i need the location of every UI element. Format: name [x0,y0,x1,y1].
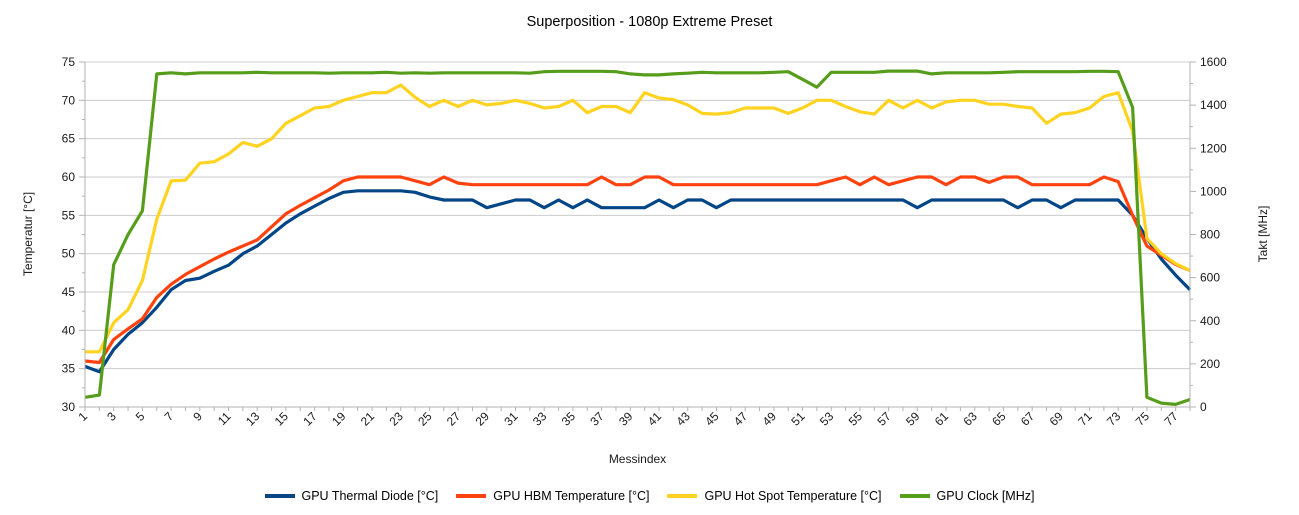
x-tick-label: 31 [501,409,521,429]
legend-label: GPU Thermal Diode [°C] [301,489,439,503]
x-tick-label: 21 [358,409,378,429]
x-tick-label: 73 [1104,409,1124,429]
x-tick-label: 23 [386,409,406,429]
y-right-tick-label: 800 [1200,228,1220,242]
x-tick-label: 5 [133,409,148,424]
legend-item: GPU Thermal Diode [°C] [264,489,439,503]
y-left-tick-label: 70 [62,93,76,107]
y-left-tick-label: 45 [62,285,76,299]
y-left-tick-label: 60 [62,170,76,184]
x-tick-label: 59 [903,409,923,429]
chart-title: Superposition - 1080p Extreme Preset [526,14,773,30]
x-tick-label: 53 [817,409,837,429]
x-tick-label: 29 [473,409,493,429]
x-tick-label: 65 [989,409,1009,429]
x-tick-label: 19 [329,409,349,429]
series-line [84,189,1192,374]
x-tick-label: 77 [1161,409,1181,429]
x-tick-label: 49 [760,409,780,429]
y-right-tick-label: 200 [1200,357,1220,371]
y-right-tick-label: 1400 [1200,98,1227,112]
y-left-tick-label: 65 [62,132,76,146]
x-tick-label: 11 [215,409,234,428]
x-tick-label: 1 [75,409,90,424]
x-tick-label: 25 [415,409,435,429]
x-tick-label: 15 [272,409,292,429]
y-left-tick-label: 30 [62,400,76,414]
x-tick-label: 39 [616,409,636,429]
x-tick-label: 9 [190,409,205,424]
legend-item: GPU Hot Spot Temperature [°C] [667,489,882,503]
x-tick-label: 3 [104,409,119,424]
x-tick-label: 55 [846,409,866,429]
legend-swatch [264,494,295,498]
x-tick-label: 69 [1047,409,1067,429]
legend-swatch [899,494,930,498]
y-left-tick-label: 50 [62,247,76,261]
x-tick-label: 75 [1133,409,1153,429]
y-left-tick-label: 55 [62,208,76,222]
legend-swatch [667,494,698,498]
x-tick-label: 7 [162,409,177,424]
x-tick-label: 35 [559,409,579,429]
x-tick-label: 33 [530,409,550,429]
x-tick-label: 61 [932,409,952,429]
x-axis-title: Messindex [608,452,667,466]
y-left-tick-label: 75 [62,55,76,69]
series-line [85,83,1191,354]
y-left-tick-label: 35 [62,362,76,376]
y-right-tick-label: 1600 [1200,55,1227,69]
x-tick-label: 45 [702,409,722,429]
x-tick-label: 13 [243,409,263,429]
legend-label: GPU Clock [MHz] [936,489,1035,503]
legend-item: GPU Clock [MHz] [899,489,1035,503]
legend-swatch [456,494,487,498]
legend-item: GPU HBM Temperature [°C] [456,489,649,503]
x-tick-label: 17 [300,409,320,429]
legend-label: GPU HBM Temperature [°C] [493,489,650,503]
x-tick-label: 47 [731,409,751,429]
y-right-tick-label: 1000 [1200,184,1227,198]
x-tick-label: 63 [961,409,981,429]
x-tick-label: 41 [645,409,665,429]
y-right-tick-label: 600 [1200,271,1220,285]
x-tick-label: 27 [444,409,464,429]
x-tick-label: 67 [1018,409,1038,429]
legend: GPU Thermal Diode [°C] GPU HBM Temperatur… [0,489,1299,503]
x-tick-label: 37 [587,409,607,429]
y-right-tick-label: 1200 [1200,141,1227,155]
y-right-tick-label: 400 [1200,314,1220,328]
x-tick-label: 51 [788,409,808,429]
series-line [84,69,1191,406]
series-line [84,175,1191,365]
legend-label: GPU Hot Spot Temperature [°C] [704,489,882,503]
y-left-tick-label: 40 [62,323,76,337]
x-tick-label: 43 [674,409,694,429]
y-right-tick-label: 0 [1200,400,1207,414]
x-tick-label: 57 [874,409,894,429]
x-tick-label: 71 [1075,409,1095,429]
